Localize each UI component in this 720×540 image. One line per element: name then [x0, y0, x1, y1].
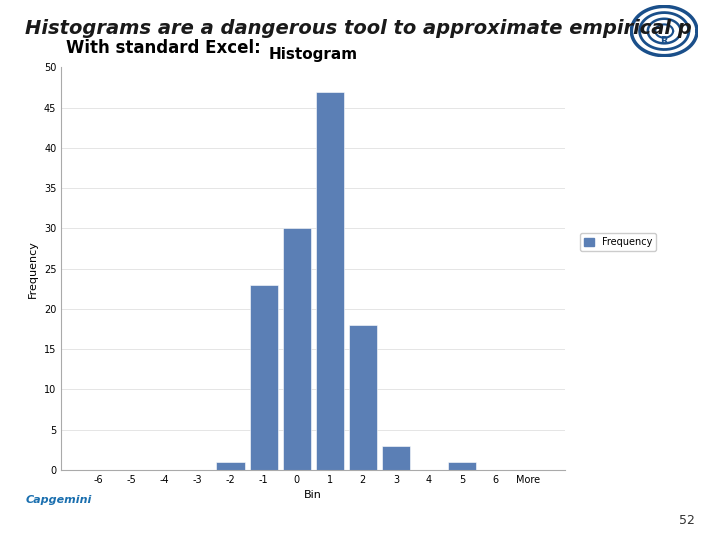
Text: 52: 52 [679, 514, 695, 526]
Bar [282, 228, 311, 470]
Text: Capgemini: Capgemini [25, 495, 91, 505]
Bar [448, 462, 476, 470]
Bar [382, 446, 410, 470]
Title: Histogram: Histogram [269, 47, 358, 62]
X-axis label: Bin: Bin [305, 490, 322, 500]
Bar [217, 462, 245, 470]
Legend: Frequency: Frequency [580, 233, 656, 251]
Y-axis label: Frequency: Frequency [28, 240, 38, 298]
Text: R: R [660, 36, 668, 46]
Bar [250, 285, 278, 470]
Text: With standard Excel:: With standard Excel: [66, 39, 261, 57]
Bar [315, 92, 344, 470]
Bar [348, 325, 377, 470]
Text: Histograms are a dangerous tool to approximate empirical p: Histograms are a dangerous tool to appro… [25, 19, 692, 38]
